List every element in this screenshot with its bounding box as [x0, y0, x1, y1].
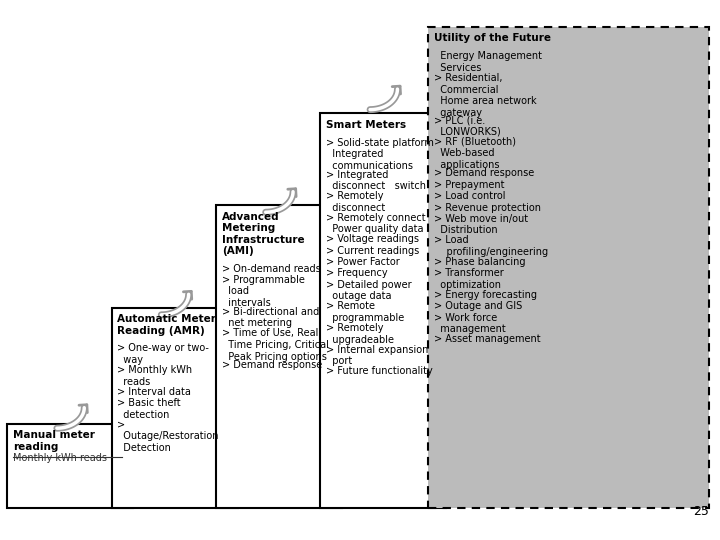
Text: > RF (Bluetooth)
  Web-based
  applications: > RF (Bluetooth) Web-based applications — [434, 137, 516, 170]
Text: > Load control: > Load control — [434, 191, 505, 201]
Text: > One-way or two-
  way: > One-way or two- way — [117, 343, 210, 365]
Text: > Frequency: > Frequency — [326, 268, 388, 279]
Text: Monthly kWh reads: Monthly kWh reads — [13, 453, 107, 463]
Text: > Demand response: > Demand response — [222, 360, 322, 370]
Text: > Time of Use, Real
  Time Pricing, Critical
  Peak Pricing options: > Time of Use, Real Time Pricing, Critic… — [222, 328, 328, 361]
Text: > PLC (i.e.
  LONWORKS): > PLC (i.e. LONWORKS) — [434, 115, 501, 137]
Text: > Future functionality: > Future functionality — [326, 366, 433, 376]
Text: Utility of the Future: Utility of the Future — [434, 33, 552, 44]
Text: > Interval data: > Interval data — [117, 387, 192, 397]
Text: Energy Management
  Services: Energy Management Services — [434, 51, 542, 73]
Text: > Basic theft
  detection: > Basic theft detection — [117, 398, 181, 420]
Text: Automatic Meter
Reading (AMR): Automatic Meter Reading (AMR) — [117, 314, 216, 336]
Text: > Remotely connect
  Power quality data: > Remotely connect Power quality data — [326, 213, 426, 234]
Text: > Transformer
  optimization: > Transformer optimization — [434, 268, 504, 290]
Bar — [428, 27, 709, 508]
Bar — [112, 308, 238, 508]
Text: > Residential,
  Commercial
  Home area network
  gateway: > Residential, Commercial Home area netw… — [434, 73, 537, 118]
Text: Smart Meters: Smart Meters — [326, 120, 406, 130]
Text: > Monthly kWh
  reads: > Monthly kWh reads — [117, 365, 192, 387]
Bar — [216, 205, 342, 508]
Text: > Current readings: > Current readings — [326, 246, 420, 256]
Text: > Power Factor: > Power Factor — [326, 257, 400, 267]
Bar — [7, 424, 133, 508]
Text: >
  Outage/Restoration
  Detection: > Outage/Restoration Detection — [117, 420, 219, 453]
Text: > Outage and GIS: > Outage and GIS — [434, 301, 523, 312]
Text: > Remotely
  upgradeable: > Remotely upgradeable — [326, 323, 394, 345]
Text: > Integrated
  disconnect   switch: > Integrated disconnect switch — [326, 170, 426, 191]
Text: > Remotely
  disconnect: > Remotely disconnect — [326, 191, 385, 213]
Text: Manual meter
reading: Manual meter reading — [13, 430, 95, 452]
Text: > Demand response: > Demand response — [434, 168, 534, 179]
Text: > Prepayment: > Prepayment — [434, 180, 505, 190]
Text: > Phase balancing: > Phase balancing — [434, 257, 526, 267]
Text: > On-demand reads: > On-demand reads — [222, 264, 320, 274]
Text: > Voltage readings: > Voltage readings — [326, 234, 419, 245]
Text: Advanced
Metering
Infrastructure
(AMI): Advanced Metering Infrastructure (AMI) — [222, 212, 305, 256]
Text: > Remote
  programmable: > Remote programmable — [326, 301, 405, 323]
Text: > Programmable
  load
  intervals: > Programmable load intervals — [222, 275, 305, 308]
Text: > Asset management: > Asset management — [434, 334, 541, 345]
Bar — [320, 113, 446, 508]
Text: > Web move in/out
  Distribution: > Web move in/out Distribution — [434, 214, 528, 235]
Text: > Solid-state platform
  Integrated
  communications: > Solid-state platform Integrated commun… — [326, 138, 434, 171]
Text: > Work force
  management: > Work force management — [434, 313, 506, 334]
Text: > Energy forecasting: > Energy forecasting — [434, 290, 537, 300]
Text: > Internal expansion
  port: > Internal expansion port — [326, 345, 428, 366]
Text: > Load
    profiling/engineering: > Load profiling/engineering — [434, 235, 549, 257]
Text: 25: 25 — [693, 505, 709, 518]
Text: > Revenue protection: > Revenue protection — [434, 202, 541, 213]
Text: > Detailed power
  outage data: > Detailed power outage data — [326, 280, 412, 301]
Text: > Bi-directional and
  net metering: > Bi-directional and net metering — [222, 307, 319, 328]
